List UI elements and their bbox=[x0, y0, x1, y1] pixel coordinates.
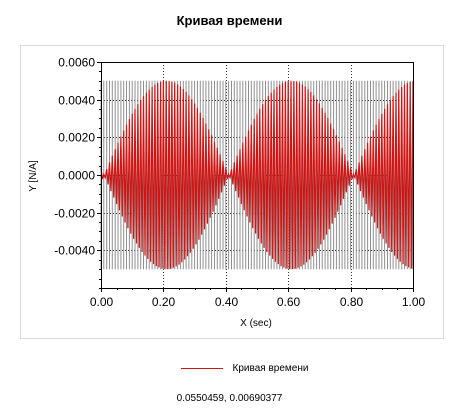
chart-title: Кривая времени bbox=[176, 13, 283, 28]
signal-series bbox=[100, 80, 414, 270]
axes-box bbox=[101, 62, 414, 289]
x-tick-label: 0.00 bbox=[90, 295, 114, 309]
y-tick-label: -0.0020 bbox=[54, 207, 95, 221]
x-tick-label: 0.80 bbox=[340, 295, 364, 309]
y-axis-label: Y [N/A] bbox=[28, 160, 39, 192]
x-tick-label: 0.60 bbox=[277, 295, 301, 309]
x-tick-label: 0.20 bbox=[152, 295, 176, 309]
legend: Кривая времени bbox=[0, 359, 459, 377]
legend-series-label: Кривая времени bbox=[232, 362, 309, 374]
x-axis-label: X (sec) bbox=[240, 318, 272, 329]
cursor-coordinate-readout: 0.0550459, 0.00690377 bbox=[176, 393, 283, 404]
y-tick-label: 0.0040 bbox=[58, 94, 95, 108]
y-tick-label: 0.0060 bbox=[58, 56, 95, 70]
y-tick-label: 0.0000 bbox=[58, 169, 95, 183]
chart-frame-right bbox=[443, 45, 444, 338]
x-tick-labels: 0.00 0.20 0.40 0.60 0.80 1.00 bbox=[90, 295, 426, 309]
axes bbox=[97, 62, 414, 292]
chart-frame-bottom bbox=[20, 338, 444, 339]
signal-line bbox=[100, 80, 414, 270]
legend-line-swatch bbox=[180, 367, 223, 369]
chart-frame-left bbox=[20, 45, 21, 338]
y-tick-label: -0.0040 bbox=[54, 244, 95, 258]
chart-frame-top bbox=[20, 45, 443, 46]
y-tick-labels: 0.0060 0.0040 0.0020 0.0000 -0.0020 -0.0040 bbox=[54, 56, 95, 258]
y-tick-label: 0.0020 bbox=[58, 131, 95, 145]
x-tick-label: 0.40 bbox=[215, 295, 239, 309]
x-tick-label: 1.00 bbox=[402, 295, 426, 309]
